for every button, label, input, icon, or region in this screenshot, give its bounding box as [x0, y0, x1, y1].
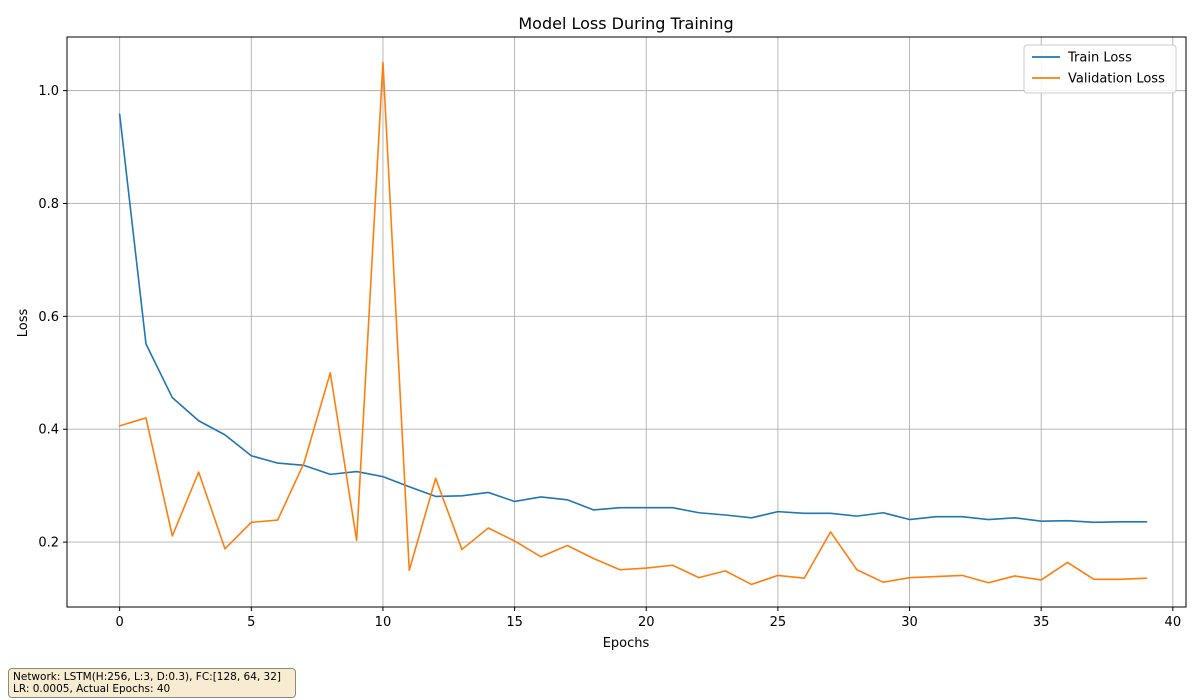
x-axis-label: Epochs: [603, 636, 650, 651]
info-network-line: Network: LSTM(H:256, L:3, D:0.3), FC:[12…: [13, 671, 282, 683]
info-lr-line: LR: 0.0005, Actual Epochs: 40: [13, 683, 171, 695]
legend-label-train-loss: Train Loss: [1067, 51, 1132, 66]
y-axis-label: Loss: [16, 309, 31, 338]
x-tick-label: 30: [901, 615, 918, 630]
grid: [67, 37, 1186, 607]
x-tick-label: 10: [375, 615, 392, 630]
y-tick-label: 1.0: [38, 84, 59, 99]
legend-box: [1023, 44, 1177, 94]
training-info-box: Network: LSTM(H:256, L:3, D:0.3), FC:[12…: [8, 668, 296, 698]
x-tick-label: 15: [506, 615, 523, 630]
series-lines: [118, 61, 1148, 586]
y-tick-label: 0.6: [38, 310, 59, 325]
x-tick-label: 5: [247, 615, 255, 630]
legend: Train Loss Validation Loss: [1023, 44, 1177, 94]
x-tick-label: 0: [116, 615, 124, 630]
y-tick-label: 0.8: [38, 197, 59, 212]
x-tick-label: 25: [770, 615, 787, 630]
legend-label-validation-loss: Validation Loss: [1068, 72, 1165, 87]
x-tick-label: 35: [1033, 615, 1050, 630]
x-tick-label: 20: [638, 615, 655, 630]
y-tick-label: 0.4: [38, 423, 59, 438]
axis-ticks: 0 5 10 15 20 25 30 35 40 0.2 0.4 0.6 0.8 1.0: [38, 84, 1181, 630]
train-loss-line: [118, 113, 1148, 524]
x-tick-label: 40: [1165, 615, 1182, 630]
plot-frame: [66, 36, 1187, 608]
validation-loss-line: [118, 61, 1148, 586]
chart-title: Model Loss During Training: [518, 14, 733, 33]
y-tick-label: 0.2: [38, 536, 59, 551]
